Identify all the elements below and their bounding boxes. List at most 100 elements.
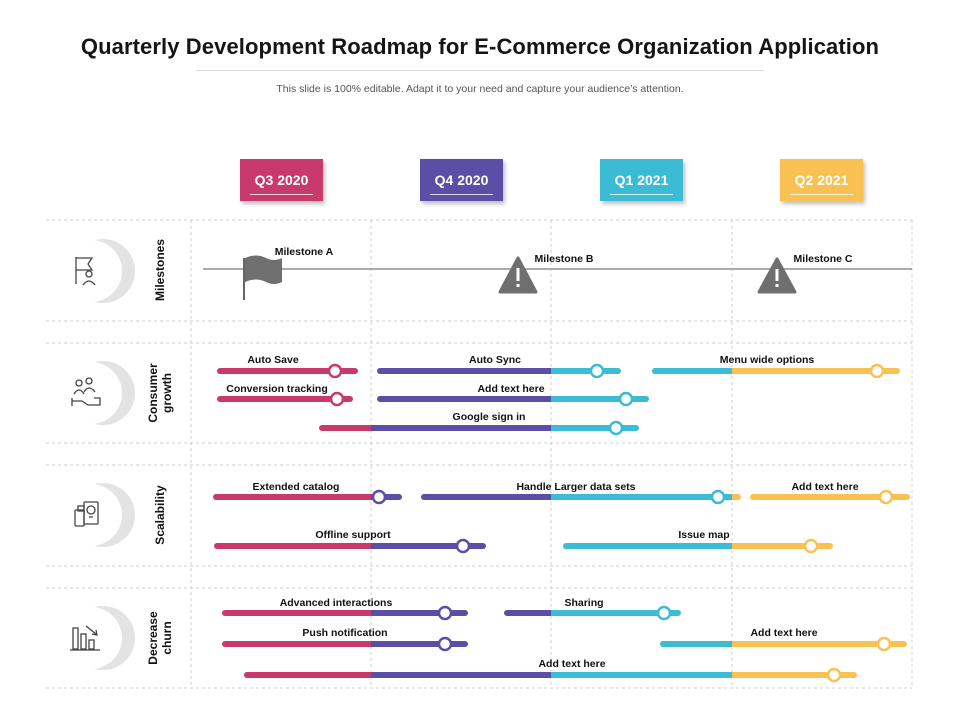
task-bar-segment <box>551 494 732 500</box>
task-bar-cap <box>851 672 857 678</box>
row-icon-scalability <box>60 483 135 547</box>
task-bar-cap <box>462 641 468 647</box>
quarter-label: Q3 2020 <box>254 172 309 188</box>
task-progress-knob[interactable] <box>803 538 819 554</box>
task-label: Push notification <box>302 627 388 639</box>
task-bar-cap <box>214 543 220 549</box>
task-bar-cap <box>396 494 402 500</box>
task-bar-segment <box>220 368 355 374</box>
task-bar-segment <box>225 610 371 616</box>
task-bar-cap <box>735 494 741 500</box>
title-divider <box>196 70 764 71</box>
task-bar-segment <box>424 494 551 500</box>
task-bar-cap <box>652 368 658 374</box>
task-bar-cap <box>352 368 358 374</box>
task-bars <box>213 363 910 683</box>
task-progress-knob[interactable] <box>589 363 605 379</box>
task-bar-cap <box>462 610 468 616</box>
task-label: Conversion tracking <box>226 383 328 395</box>
task-bar-segment <box>551 672 732 678</box>
task-progress-knob[interactable] <box>455 538 471 554</box>
task-bar-segment <box>655 368 732 374</box>
row-label-line: Milestones <box>153 238 167 302</box>
task-bar-segment <box>371 543 483 549</box>
grid <box>46 219 913 689</box>
task-bar-cap <box>377 396 383 402</box>
task-bar-cap <box>827 543 833 549</box>
task-label: Auto Save <box>247 354 299 366</box>
task-progress-knob[interactable] <box>437 636 453 652</box>
task-progress-knob[interactable] <box>869 363 885 379</box>
task-bar-segment <box>663 641 732 647</box>
task-bar-cap <box>347 396 353 402</box>
task-bar-cap <box>750 494 756 500</box>
task-bar-cap <box>222 641 228 647</box>
row-icon-milestones <box>60 239 135 303</box>
task-progress-knob[interactable] <box>327 363 343 379</box>
task-bar-cap <box>217 396 223 402</box>
task-progress-knob[interactable] <box>826 667 842 683</box>
page-title: Quarterly Development Roadmap for E-Comm… <box>80 34 880 59</box>
task-bar-cap <box>894 368 900 374</box>
task-bar-cap <box>244 672 250 678</box>
task-progress-knob[interactable] <box>878 489 894 505</box>
task-progress-knob[interactable] <box>710 489 726 505</box>
task-progress-knob[interactable] <box>656 605 672 621</box>
flag-icon <box>243 255 282 300</box>
milestone-c-label: Milestone C <box>793 253 853 265</box>
milestone-a-label: Milestone A <box>274 246 334 258</box>
milestone-b-label: Milestone B <box>534 253 594 265</box>
task-progress-knob[interactable] <box>437 605 453 621</box>
quarter-underline <box>610 194 673 195</box>
task-bar-cap <box>217 368 223 374</box>
task-bar-segment <box>380 368 551 374</box>
row-label-line: churn <box>160 621 174 655</box>
task-bar-segment <box>371 672 551 678</box>
task-bar-segment <box>551 368 618 374</box>
task-label: Menu wide options <box>719 354 815 366</box>
task-progress-knob[interactable] <box>618 391 634 407</box>
flag-person-icon <box>75 257 96 286</box>
task-label: Offline support <box>315 529 391 541</box>
task-progress-knob[interactable] <box>876 636 892 652</box>
row-label-line: Consumer <box>146 363 160 423</box>
quarter-q1-2021: Q1 2021 <box>600 159 683 201</box>
task-bar-segment <box>551 425 636 431</box>
task-bar-cap <box>319 425 325 431</box>
task-bar-segment <box>507 610 551 616</box>
task-label: Auto Sync <box>469 354 521 366</box>
task-bar-cap <box>222 610 228 616</box>
task-label: Add text here <box>538 658 606 670</box>
task-bar-segment <box>371 425 551 431</box>
task-progress-knob[interactable] <box>329 391 345 407</box>
users-hand-icon <box>71 377 101 406</box>
icon-disc <box>60 607 122 669</box>
task-bar-segment <box>371 610 465 616</box>
task-label: Issue map <box>678 529 730 541</box>
task-label: Sharing <box>564 597 604 609</box>
task-bar-segment <box>380 396 551 402</box>
quarter-label: Q4 2020 <box>434 172 489 188</box>
row-label-milestones: Milestones <box>153 239 167 301</box>
task-bar-segment <box>753 494 907 500</box>
quarter-underline <box>430 194 493 195</box>
task-bar-segment <box>225 641 371 647</box>
task-label: Extended catalog <box>252 481 340 493</box>
row-icon-consumer-growth <box>60 361 135 425</box>
task-label: Google sign in <box>452 411 526 423</box>
page-subtitle: This slide is 100% editable. Adapt it to… <box>276 83 684 95</box>
task-bar-segment <box>220 396 350 402</box>
task-bar-segment <box>732 543 830 549</box>
icon-disc <box>60 484 122 546</box>
task-bar-cap <box>504 610 510 616</box>
task-progress-knob[interactable] <box>608 420 624 436</box>
chart-down-icon <box>70 625 100 651</box>
task-bar-cap <box>213 494 219 500</box>
task-bar-cap <box>901 641 907 647</box>
task-bar-segment <box>216 494 371 500</box>
devices-bulb-icon <box>74 501 99 527</box>
task-progress-knob[interactable] <box>371 489 387 505</box>
quarter-q3-2020: Q3 2020 <box>240 159 323 201</box>
task-bar-cap <box>904 494 910 500</box>
